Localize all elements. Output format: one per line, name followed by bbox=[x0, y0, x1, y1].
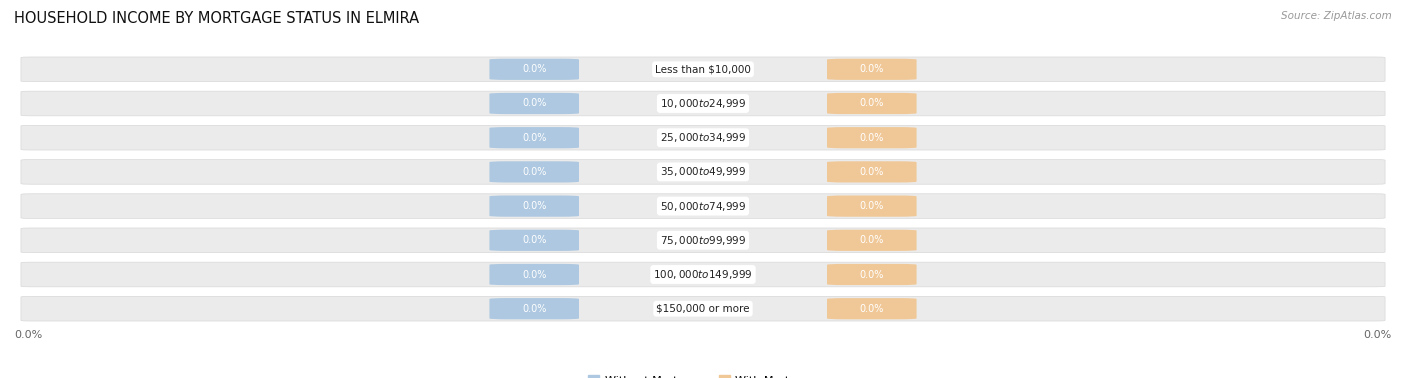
Text: 0.0%: 0.0% bbox=[859, 99, 884, 108]
Text: $150,000 or more: $150,000 or more bbox=[657, 304, 749, 314]
FancyBboxPatch shape bbox=[489, 230, 579, 251]
FancyBboxPatch shape bbox=[489, 93, 579, 114]
FancyBboxPatch shape bbox=[21, 262, 1385, 287]
Text: 0.0%: 0.0% bbox=[1364, 330, 1392, 340]
FancyBboxPatch shape bbox=[21, 228, 1385, 253]
Text: $25,000 to $34,999: $25,000 to $34,999 bbox=[659, 131, 747, 144]
Text: 0.0%: 0.0% bbox=[859, 270, 884, 279]
FancyBboxPatch shape bbox=[827, 59, 917, 80]
Text: $35,000 to $49,999: $35,000 to $49,999 bbox=[659, 166, 747, 178]
Text: 0.0%: 0.0% bbox=[859, 64, 884, 74]
Text: $10,000 to $24,999: $10,000 to $24,999 bbox=[659, 97, 747, 110]
FancyBboxPatch shape bbox=[827, 298, 917, 319]
FancyBboxPatch shape bbox=[489, 264, 579, 285]
Text: 0.0%: 0.0% bbox=[522, 133, 547, 143]
FancyBboxPatch shape bbox=[21, 296, 1385, 321]
Text: 0.0%: 0.0% bbox=[859, 167, 884, 177]
Text: 0.0%: 0.0% bbox=[522, 201, 547, 211]
Text: 0.0%: 0.0% bbox=[14, 330, 42, 340]
FancyBboxPatch shape bbox=[21, 194, 1385, 218]
Text: 0.0%: 0.0% bbox=[522, 270, 547, 279]
Text: 0.0%: 0.0% bbox=[522, 64, 547, 74]
FancyBboxPatch shape bbox=[489, 195, 579, 217]
Text: $50,000 to $74,999: $50,000 to $74,999 bbox=[659, 200, 747, 212]
FancyBboxPatch shape bbox=[489, 161, 579, 183]
Text: $100,000 to $149,999: $100,000 to $149,999 bbox=[654, 268, 752, 281]
FancyBboxPatch shape bbox=[827, 161, 917, 183]
Text: 0.0%: 0.0% bbox=[522, 235, 547, 245]
Legend: Without Mortgage, With Mortgage: Without Mortgage, With Mortgage bbox=[583, 371, 823, 378]
FancyBboxPatch shape bbox=[827, 230, 917, 251]
FancyBboxPatch shape bbox=[21, 91, 1385, 116]
FancyBboxPatch shape bbox=[489, 59, 579, 80]
Text: $75,000 to $99,999: $75,000 to $99,999 bbox=[659, 234, 747, 247]
FancyBboxPatch shape bbox=[21, 125, 1385, 150]
FancyBboxPatch shape bbox=[827, 264, 917, 285]
Text: Less than $10,000: Less than $10,000 bbox=[655, 64, 751, 74]
Text: 0.0%: 0.0% bbox=[859, 304, 884, 314]
FancyBboxPatch shape bbox=[827, 127, 917, 148]
FancyBboxPatch shape bbox=[827, 93, 917, 114]
Text: 0.0%: 0.0% bbox=[859, 235, 884, 245]
FancyBboxPatch shape bbox=[827, 195, 917, 217]
FancyBboxPatch shape bbox=[21, 57, 1385, 82]
Text: HOUSEHOLD INCOME BY MORTGAGE STATUS IN ELMIRA: HOUSEHOLD INCOME BY MORTGAGE STATUS IN E… bbox=[14, 11, 419, 26]
Text: 0.0%: 0.0% bbox=[522, 304, 547, 314]
Text: 0.0%: 0.0% bbox=[522, 99, 547, 108]
Text: 0.0%: 0.0% bbox=[859, 201, 884, 211]
FancyBboxPatch shape bbox=[21, 160, 1385, 184]
Text: 0.0%: 0.0% bbox=[859, 133, 884, 143]
FancyBboxPatch shape bbox=[489, 127, 579, 148]
FancyBboxPatch shape bbox=[489, 298, 579, 319]
Text: 0.0%: 0.0% bbox=[522, 167, 547, 177]
Text: Source: ZipAtlas.com: Source: ZipAtlas.com bbox=[1281, 11, 1392, 21]
